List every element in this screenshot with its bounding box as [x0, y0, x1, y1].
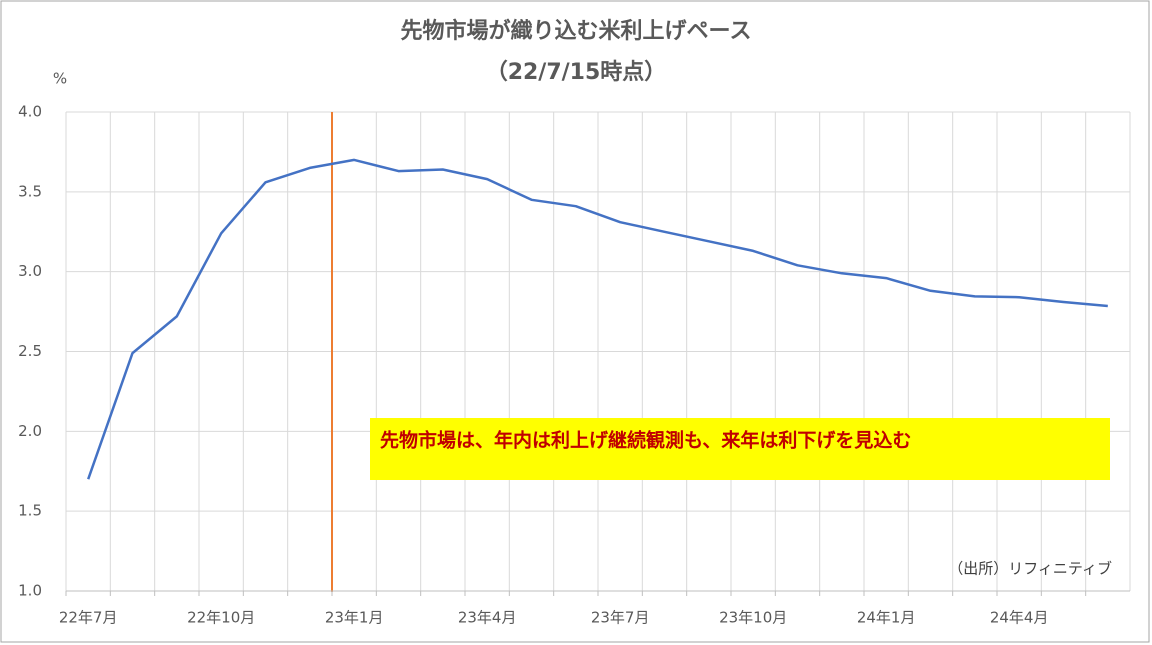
chart-subtitle: （22/7/15時点） — [486, 59, 667, 85]
y-tick-label: 3.0 — [18, 262, 42, 280]
y-unit: % — [53, 70, 67, 88]
x-tick-label: 23年1月 — [325, 609, 384, 627]
x-tick-label: 23年10月 — [719, 609, 787, 627]
x-tick-label: 23年4月 — [458, 609, 517, 627]
annotation-box — [370, 418, 1110, 480]
series-line — [87, 158, 1108, 480]
y-tick-label: 1.5 — [18, 502, 42, 520]
chart-title: 先物市場が織り込む米利上げペース — [401, 18, 752, 44]
y-tick-label: 1.0 — [18, 582, 42, 600]
x-tick-label: 24年4月 — [990, 609, 1049, 627]
x-tick-label: 23年7月 — [591, 609, 650, 627]
annotation: 先物市場は、年内は利上げ継続観測も、来年は利下げを見込む — [380, 429, 911, 452]
source: （出所）リフィニティブ — [948, 560, 1112, 578]
y-tick-label: 2.5 — [18, 342, 42, 360]
y-tick-label: 3.5 — [18, 182, 42, 200]
x-tick-label: 22年10月 — [187, 609, 255, 627]
y-tick-label: 4.0 — [18, 103, 42, 121]
y-tick-label: 2.0 — [18, 422, 42, 440]
x-tick-label: 24年1月 — [857, 609, 916, 627]
x-tick-label: 22年7月 — [59, 609, 118, 627]
